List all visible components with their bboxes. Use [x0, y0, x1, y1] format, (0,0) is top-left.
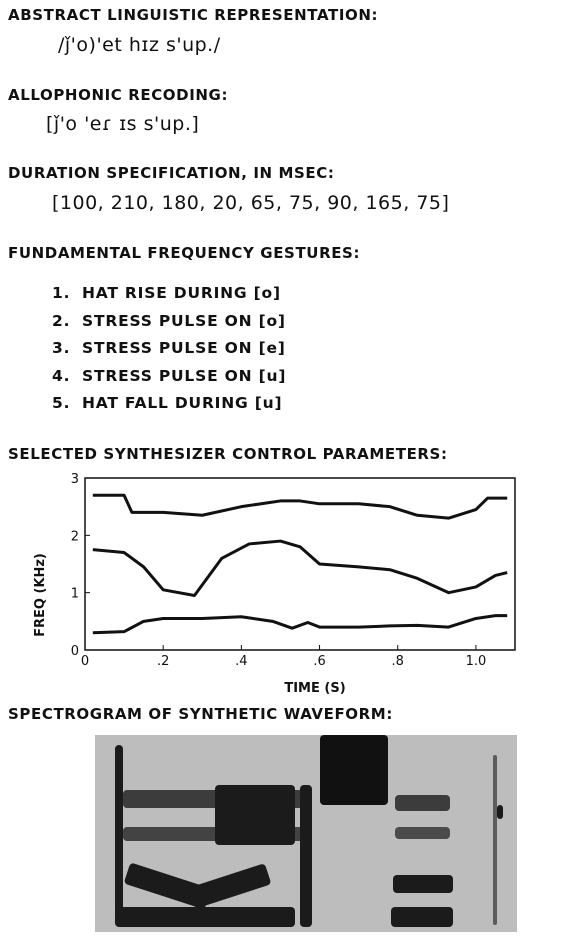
y-tick-label: 1 [71, 587, 79, 602]
x-tick-label: .2 [157, 654, 169, 669]
f0-gesture-list: 1. HAT RISE DURING [o] 2. STRESS PULSE ON … [52, 280, 286, 418]
formant-chart: 0 .2 .4 .6 .8 1.0 0 1 2 3 FREQ (KHz) TIME (S) [33, 472, 516, 696]
synth-heading: SELECTED SYNTHESIZER CONTROL PARAMETERS: [8, 445, 448, 463]
gesture-item: 5. HAT FALL DURING [u] [52, 394, 283, 412]
duration-heading: DURATION SPECIFICATION, IN MSEC: [8, 164, 335, 182]
x-tick-label: 1.0 [466, 654, 487, 669]
gesture-item: 3. STRESS PULSE ON [e] [52, 339, 286, 357]
spectrogram-heading: SPECTROGRAM OF SYNTHETIC WAVEFORM: [8, 705, 393, 723]
gesture-item: 2. STRESS PULSE ON [o] [52, 311, 286, 330]
y-tick-label: 0 [71, 644, 79, 659]
formant-line-1 [92, 493, 508, 520]
abstract-text: /ǰ'o)'et hɪz s'up./ [58, 34, 221, 56]
f0-heading: FUNDAMENTAL FREQUENCY GESTURES: [8, 244, 361, 262]
spectrogram-image [95, 735, 517, 932]
x-tick-label: .4 [235, 654, 247, 669]
chart-frame [84, 477, 516, 651]
allophonic-text: [ǰ'o 'eɾ ɪs s'up.] [46, 113, 200, 135]
y-axis-label: FREQ (KHz) [33, 553, 48, 637]
x-tick-label: .6 [313, 654, 325, 669]
x-tick-label: .8 [392, 654, 404, 669]
gesture-item: 1. HAT RISE DURING [o] [52, 284, 281, 302]
formant-line-2 [92, 539, 508, 598]
duration-text: [100, 210, 180, 20, 65, 75, 90, 165, 75] [52, 192, 450, 214]
y-tick-label: 3 [71, 472, 79, 487]
formant-line-3 [92, 614, 508, 635]
gesture-item: 4. STRESS PULSE ON [u] [52, 366, 287, 385]
y-tick-label: 2 [71, 529, 79, 544]
allophonic-heading: ALLOPHONIC RECODING: [8, 86, 229, 104]
x-tick-label: 0 [81, 654, 89, 669]
x-axis-label: TIME (S) [284, 681, 345, 696]
abstract-heading: ABSTRACT LINGUISTIC REPRESENTATION: [8, 6, 379, 24]
